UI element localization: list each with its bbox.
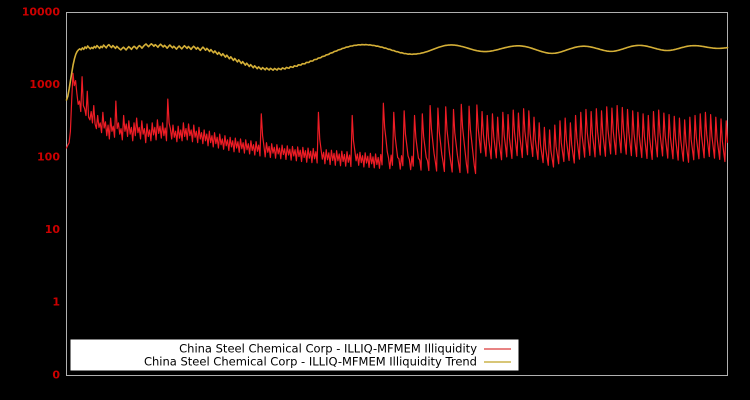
y-axis-tick-10000: 10000 bbox=[22, 6, 61, 19]
y-axis-tick-100: 100 bbox=[37, 151, 60, 164]
legend-label-illiquidity: China Steel Chemical Corp - ILLIQ-MFMEM … bbox=[179, 342, 477, 356]
y-axis-tick-1: 1 bbox=[52, 296, 60, 309]
chart-legend[interactable]: China Steel Chemical Corp - ILLIQ-MFMEM … bbox=[70, 339, 519, 371]
data-series-group bbox=[65, 43, 729, 175]
legend-background bbox=[70, 339, 519, 371]
legend-label-illiquidity-trend: China Steel Chemical Corp - ILLIQ-MFMEM … bbox=[144, 355, 477, 369]
plot-frame bbox=[66, 12, 728, 376]
y-axis-tick-10: 10 bbox=[45, 223, 61, 236]
y-axis-tick-0: 0 bbox=[52, 369, 60, 382]
series-line-china-steel-chemical-corp-illiq-mfmem-illiquidity bbox=[65, 72, 729, 175]
series-line-china-steel-chemical-corp-illiq-mfmem-illiquidity-trend bbox=[65, 43, 729, 101]
y-axis-tick-1000: 1000 bbox=[29, 78, 60, 91]
